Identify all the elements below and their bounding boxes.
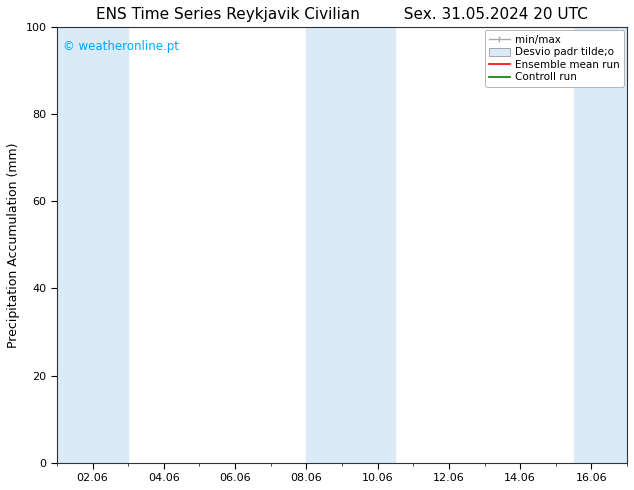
Bar bbox=[57, 27, 128, 463]
Title: ENS Time Series Reykjavik Civilian         Sex. 31.05.2024 20 UTC: ENS Time Series Reykjavik Civilian Sex. … bbox=[96, 7, 588, 22]
Bar bbox=[306, 27, 396, 463]
Legend: min/max, Desvio padr tilde;o, Ensemble mean run, Controll run: min/max, Desvio padr tilde;o, Ensemble m… bbox=[485, 30, 624, 87]
Text: © weatheronline.pt: © weatheronline.pt bbox=[63, 40, 179, 53]
Bar bbox=[574, 27, 627, 463]
Y-axis label: Precipitation Accumulation (mm): Precipitation Accumulation (mm) bbox=[7, 142, 20, 348]
